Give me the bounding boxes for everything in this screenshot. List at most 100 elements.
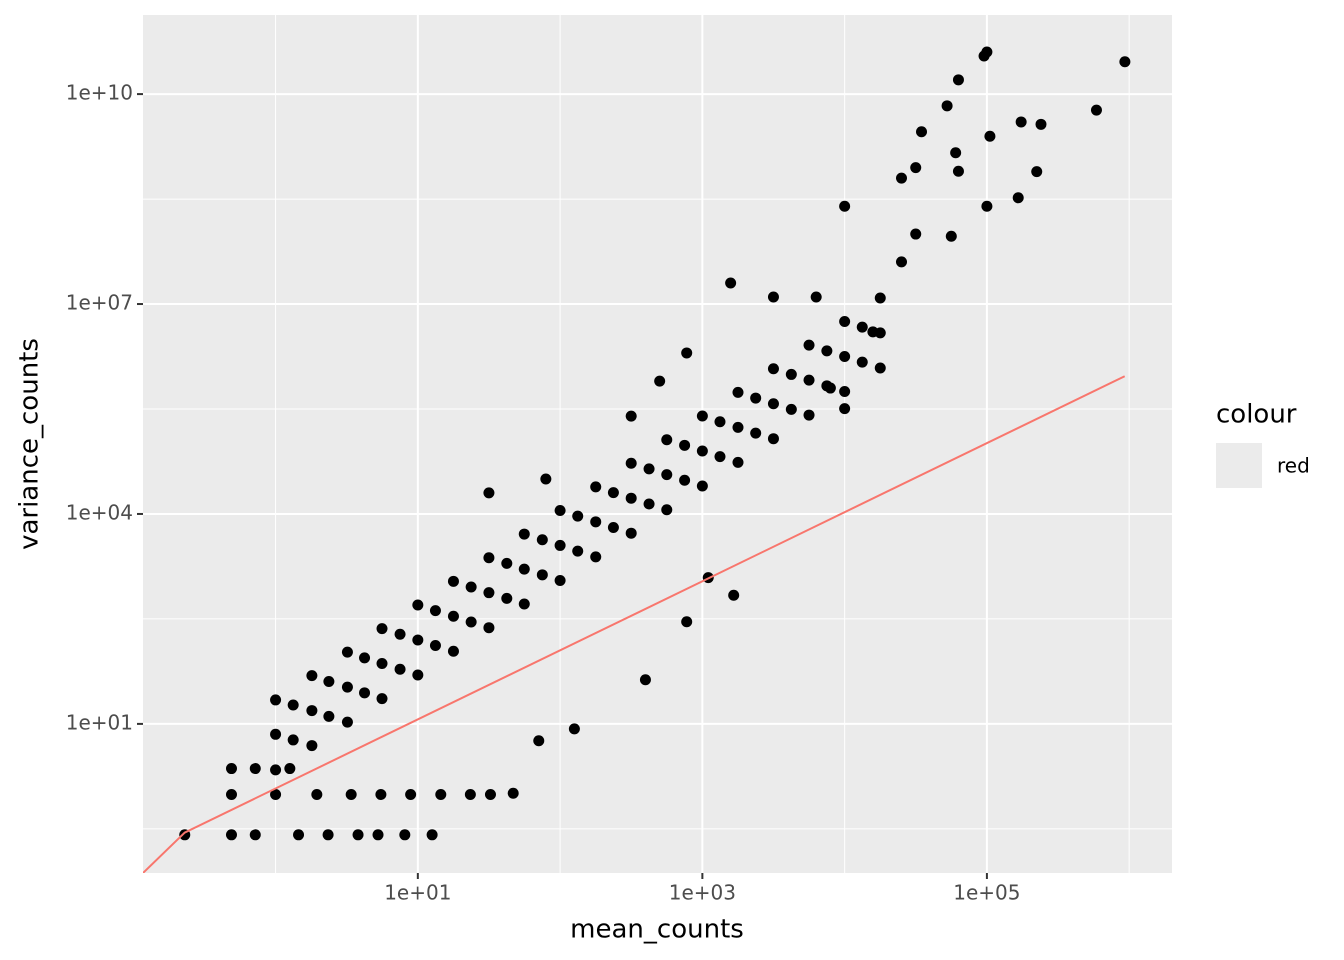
point bbox=[507, 787, 519, 799]
point bbox=[867, 326, 879, 338]
point bbox=[607, 487, 619, 499]
point bbox=[910, 228, 922, 240]
point bbox=[554, 574, 566, 586]
y-tick-label: 1e+07 bbox=[66, 291, 133, 315]
y-tick-label: 1e+04 bbox=[66, 500, 133, 524]
point bbox=[352, 829, 364, 841]
x-tick-label: 1e+01 bbox=[384, 881, 451, 905]
labels: 1e+01 1e+03 1e+05 1e+01 1e+04 1e+07 1e+10 red bbox=[66, 81, 1310, 905]
point bbox=[654, 375, 666, 387]
point bbox=[429, 605, 441, 617]
point bbox=[714, 451, 726, 463]
point bbox=[429, 639, 441, 651]
point bbox=[1012, 192, 1024, 204]
point bbox=[465, 616, 477, 628]
point bbox=[533, 735, 545, 747]
point bbox=[590, 516, 602, 528]
point bbox=[767, 363, 779, 375]
point bbox=[284, 763, 296, 775]
point bbox=[714, 416, 726, 428]
grid bbox=[143, 15, 1172, 873]
point bbox=[732, 456, 744, 468]
point bbox=[375, 788, 387, 800]
point bbox=[483, 587, 495, 599]
point bbox=[287, 734, 299, 746]
point bbox=[483, 487, 495, 499]
point bbox=[625, 410, 637, 422]
point bbox=[945, 230, 957, 242]
point bbox=[323, 710, 335, 722]
point bbox=[554, 505, 566, 517]
point bbox=[322, 829, 334, 841]
point bbox=[950, 147, 962, 159]
reference-line bbox=[143, 375, 1126, 873]
point bbox=[225, 788, 237, 800]
point bbox=[984, 130, 996, 142]
point bbox=[607, 522, 619, 534]
y-axis-title: variance_counts bbox=[15, 338, 45, 550]
point bbox=[270, 764, 282, 776]
point bbox=[625, 527, 637, 539]
point bbox=[376, 623, 388, 635]
point bbox=[839, 200, 851, 212]
point bbox=[821, 345, 833, 357]
point bbox=[464, 788, 476, 800]
point bbox=[895, 256, 907, 268]
point bbox=[372, 829, 384, 841]
point bbox=[941, 100, 953, 112]
point bbox=[447, 610, 459, 622]
point bbox=[696, 410, 708, 422]
point bbox=[803, 374, 815, 386]
point bbox=[270, 788, 282, 800]
point bbox=[732, 421, 744, 433]
point bbox=[916, 126, 928, 138]
point bbox=[839, 316, 851, 328]
point bbox=[394, 663, 406, 675]
point bbox=[501, 557, 513, 569]
point bbox=[536, 569, 548, 581]
point bbox=[679, 439, 691, 451]
point bbox=[405, 788, 417, 800]
point bbox=[874, 362, 886, 374]
point bbox=[447, 575, 459, 587]
point bbox=[856, 321, 868, 333]
x-tick-label: 1e+05 bbox=[953, 881, 1020, 905]
legend-label: red bbox=[1277, 454, 1310, 478]
point bbox=[536, 534, 548, 546]
y-tick-label: 1e+01 bbox=[66, 710, 133, 734]
point bbox=[803, 409, 815, 421]
point bbox=[518, 598, 530, 610]
point bbox=[839, 386, 851, 398]
point bbox=[341, 681, 353, 693]
point bbox=[590, 481, 602, 493]
point bbox=[895, 172, 907, 184]
point bbox=[465, 581, 477, 593]
point bbox=[311, 788, 323, 800]
point bbox=[447, 645, 459, 657]
point bbox=[750, 427, 762, 439]
point bbox=[952, 165, 964, 177]
point bbox=[661, 469, 673, 481]
point bbox=[785, 368, 797, 380]
point bbox=[1090, 104, 1102, 116]
point bbox=[501, 592, 513, 604]
point bbox=[978, 50, 990, 62]
point bbox=[483, 622, 495, 634]
point bbox=[728, 589, 740, 601]
point bbox=[306, 740, 318, 752]
marks bbox=[143, 46, 1131, 873]
x-tick-label: 1e+03 bbox=[669, 881, 736, 905]
point bbox=[874, 292, 886, 304]
point bbox=[1031, 166, 1043, 178]
point bbox=[345, 788, 357, 800]
point bbox=[1015, 116, 1027, 128]
point bbox=[681, 616, 693, 628]
point bbox=[412, 669, 424, 681]
point bbox=[725, 277, 737, 289]
point bbox=[249, 829, 261, 841]
point bbox=[554, 539, 566, 551]
point bbox=[572, 510, 584, 522]
point bbox=[412, 634, 424, 646]
point bbox=[696, 480, 708, 492]
